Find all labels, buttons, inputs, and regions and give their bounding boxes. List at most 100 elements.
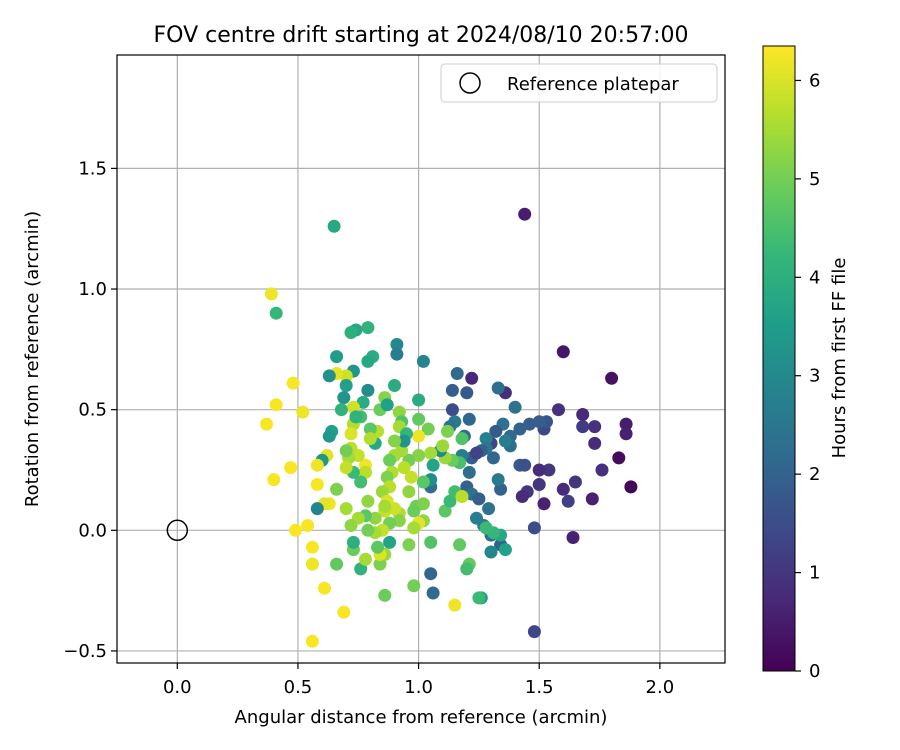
- data-point: [527, 521, 541, 535]
- data-point: [412, 393, 426, 407]
- data-point: [361, 523, 375, 537]
- data-point: [619, 427, 633, 441]
- data-point: [455, 490, 469, 503]
- data-point: [378, 499, 392, 513]
- grid: [117, 55, 725, 663]
- colorbar-tick-label: 3: [809, 366, 820, 387]
- data-point: [438, 504, 452, 518]
- y-tick-label: 1.0: [78, 279, 107, 300]
- data-point: [361, 354, 375, 368]
- data-point: [371, 540, 385, 554]
- data-point: [339, 444, 353, 458]
- data-point: [568, 475, 582, 489]
- data-points: [260, 207, 638, 648]
- data-point: [289, 523, 302, 537]
- data-point: [445, 383, 459, 397]
- data-point: [484, 545, 498, 559]
- data-point: [330, 482, 344, 496]
- data-point: [416, 475, 430, 489]
- data-point: [284, 461, 298, 475]
- plot-frame: [116, 54, 726, 664]
- data-point: [498, 543, 512, 557]
- data-point: [556, 482, 570, 496]
- data-point: [624, 480, 638, 494]
- data-point: [479, 432, 493, 446]
- colorbar-tick-label: 6: [809, 70, 820, 91]
- x-tick-label: 2.0: [646, 677, 675, 698]
- data-point: [588, 420, 602, 434]
- y-axis-ticks: −0.5 0.0 0.5 1.0 1.5: [63, 158, 117, 662]
- chart-title: FOV centre drift starting at 2024/08/10 …: [154, 23, 689, 48]
- data-point: [619, 417, 633, 431]
- data-point: [361, 321, 375, 335]
- data-point: [310, 502, 324, 516]
- data-point: [339, 379, 353, 392]
- data-point: [424, 535, 438, 549]
- colorbar-tick-label: 0: [809, 661, 820, 682]
- data-point: [576, 420, 590, 434]
- data-point: [402, 538, 416, 552]
- data-point: [455, 432, 469, 446]
- data-point: [542, 463, 556, 477]
- data-point: [361, 383, 375, 397]
- data-point: [453, 538, 467, 552]
- data-point: [388, 379, 401, 392]
- data-point: [373, 557, 387, 571]
- data-point: [397, 461, 411, 475]
- data-point: [489, 424, 503, 438]
- data-point: [515, 490, 529, 503]
- data-point: [359, 465, 372, 479]
- x-tick-label: 0.0: [163, 677, 192, 698]
- legend-reference-marker: [459, 72, 481, 94]
- data-point: [448, 598, 462, 612]
- data-point: [346, 535, 360, 549]
- colorbar-tick-label: 1: [809, 563, 820, 584]
- data-point: [416, 354, 430, 368]
- data-point: [460, 386, 474, 400]
- data-point: [472, 492, 486, 506]
- data-point: [296, 405, 310, 419]
- data-point: [412, 429, 426, 443]
- data-point: [595, 463, 609, 477]
- data-point: [605, 371, 619, 385]
- data-point: [356, 395, 370, 409]
- data-point: [585, 492, 599, 506]
- legend: Reference platepar: [440, 63, 718, 103]
- data-point: [354, 562, 368, 576]
- data-point: [378, 588, 392, 602]
- data-point: [416, 497, 430, 511]
- colorbar-tick-label: 4: [809, 267, 820, 288]
- data-point: [470, 511, 483, 525]
- data-point: [383, 453, 397, 467]
- data-point: [318, 581, 331, 595]
- data-point: [491, 381, 505, 395]
- data-point: [470, 446, 483, 460]
- data-point: [380, 398, 394, 412]
- data-point: [482, 502, 496, 516]
- data-point: [445, 403, 459, 417]
- x-tick-label: 1.0: [404, 677, 433, 698]
- data-point: [327, 219, 341, 233]
- data-point: [508, 400, 522, 414]
- data-point: [462, 412, 476, 426]
- data-point: [472, 591, 486, 605]
- data-point: [337, 605, 351, 619]
- data-point: [441, 424, 454, 438]
- data-point: [513, 422, 527, 436]
- data-point: [424, 446, 438, 460]
- x-tick-label: 0.5: [284, 677, 313, 698]
- data-point: [339, 502, 353, 516]
- data-point: [436, 439, 450, 453]
- data-point: [532, 478, 546, 491]
- data-point: [390, 338, 404, 351]
- data-point: [576, 408, 590, 421]
- data-point: [368, 511, 382, 525]
- data-point: [443, 494, 457, 508]
- data-point: [305, 557, 319, 571]
- data-point: [552, 403, 565, 417]
- data-point: [426, 458, 440, 472]
- data-point: [479, 521, 493, 535]
- legend-box: [440, 63, 718, 103]
